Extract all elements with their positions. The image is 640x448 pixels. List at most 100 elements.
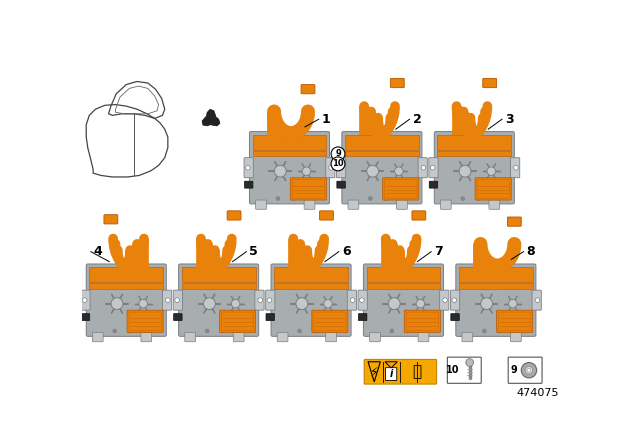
Bar (182, 267, 255, 282)
Bar (345, 151, 419, 156)
Circle shape (466, 359, 474, 366)
Circle shape (395, 167, 403, 176)
FancyBboxPatch shape (447, 357, 481, 383)
FancyBboxPatch shape (440, 200, 451, 209)
Bar (90, 283, 163, 289)
FancyBboxPatch shape (451, 290, 460, 310)
Circle shape (246, 165, 250, 170)
Circle shape (267, 298, 272, 302)
Circle shape (535, 298, 540, 302)
Bar (459, 267, 533, 282)
Bar (437, 134, 511, 150)
FancyBboxPatch shape (266, 314, 275, 321)
Bar (367, 283, 440, 289)
FancyBboxPatch shape (104, 215, 118, 224)
FancyBboxPatch shape (141, 332, 152, 342)
Circle shape (258, 298, 262, 302)
FancyBboxPatch shape (92, 332, 103, 342)
FancyBboxPatch shape (81, 290, 90, 310)
FancyBboxPatch shape (244, 181, 253, 188)
FancyBboxPatch shape (364, 359, 436, 384)
FancyBboxPatch shape (319, 211, 333, 220)
Circle shape (388, 298, 400, 310)
Circle shape (302, 167, 310, 176)
FancyBboxPatch shape (511, 332, 521, 342)
FancyBboxPatch shape (255, 290, 264, 310)
FancyBboxPatch shape (511, 158, 520, 178)
Circle shape (350, 298, 355, 302)
Circle shape (521, 362, 537, 378)
FancyBboxPatch shape (390, 78, 404, 88)
FancyBboxPatch shape (326, 158, 335, 178)
Circle shape (416, 299, 424, 308)
FancyBboxPatch shape (508, 357, 542, 383)
FancyBboxPatch shape (348, 200, 359, 209)
FancyBboxPatch shape (412, 211, 426, 220)
Circle shape (175, 298, 179, 302)
Bar (274, 267, 348, 282)
Circle shape (481, 298, 493, 310)
Circle shape (527, 368, 531, 372)
Circle shape (128, 329, 132, 333)
Circle shape (421, 165, 426, 170)
FancyBboxPatch shape (358, 314, 367, 321)
FancyBboxPatch shape (429, 181, 438, 188)
FancyBboxPatch shape (475, 178, 511, 200)
FancyBboxPatch shape (440, 290, 449, 310)
Circle shape (83, 298, 87, 302)
FancyBboxPatch shape (342, 132, 422, 204)
FancyBboxPatch shape (304, 200, 315, 209)
Text: 9: 9 (335, 149, 341, 158)
FancyBboxPatch shape (185, 332, 196, 342)
Circle shape (329, 165, 333, 170)
Circle shape (369, 197, 372, 200)
Circle shape (384, 197, 388, 200)
FancyBboxPatch shape (385, 368, 397, 380)
FancyBboxPatch shape (250, 132, 330, 204)
FancyBboxPatch shape (244, 158, 253, 178)
FancyBboxPatch shape (86, 264, 166, 336)
FancyBboxPatch shape (179, 264, 259, 336)
Text: 1: 1 (322, 113, 331, 126)
Circle shape (360, 298, 364, 302)
Bar (182, 283, 255, 289)
Circle shape (331, 157, 345, 171)
FancyBboxPatch shape (369, 332, 380, 342)
Text: i: i (390, 369, 393, 379)
FancyBboxPatch shape (364, 264, 444, 336)
Text: 4: 4 (94, 245, 102, 258)
Circle shape (525, 366, 533, 374)
Bar (459, 283, 533, 289)
Bar (253, 151, 326, 156)
FancyBboxPatch shape (497, 310, 533, 332)
Text: 10: 10 (332, 159, 344, 168)
Polygon shape (202, 109, 220, 126)
Circle shape (331, 147, 345, 161)
Text: 10: 10 (446, 365, 460, 375)
Bar (345, 134, 419, 150)
Circle shape (487, 167, 495, 176)
Bar (367, 267, 440, 282)
FancyBboxPatch shape (81, 314, 90, 321)
Circle shape (476, 197, 480, 200)
FancyBboxPatch shape (435, 132, 515, 204)
FancyBboxPatch shape (337, 181, 346, 188)
FancyBboxPatch shape (489, 200, 500, 209)
Bar (437, 151, 511, 156)
Circle shape (338, 165, 342, 170)
FancyBboxPatch shape (234, 332, 244, 342)
Circle shape (205, 329, 209, 333)
Circle shape (461, 197, 465, 200)
Circle shape (509, 299, 517, 308)
FancyBboxPatch shape (127, 310, 163, 332)
Text: 2: 2 (413, 113, 422, 126)
Text: 9: 9 (510, 365, 517, 375)
FancyBboxPatch shape (397, 200, 407, 209)
FancyBboxPatch shape (255, 200, 266, 209)
Circle shape (390, 329, 394, 333)
FancyBboxPatch shape (456, 264, 536, 336)
FancyBboxPatch shape (301, 85, 315, 94)
FancyBboxPatch shape (358, 290, 367, 310)
Circle shape (498, 329, 502, 333)
FancyBboxPatch shape (271, 264, 351, 336)
